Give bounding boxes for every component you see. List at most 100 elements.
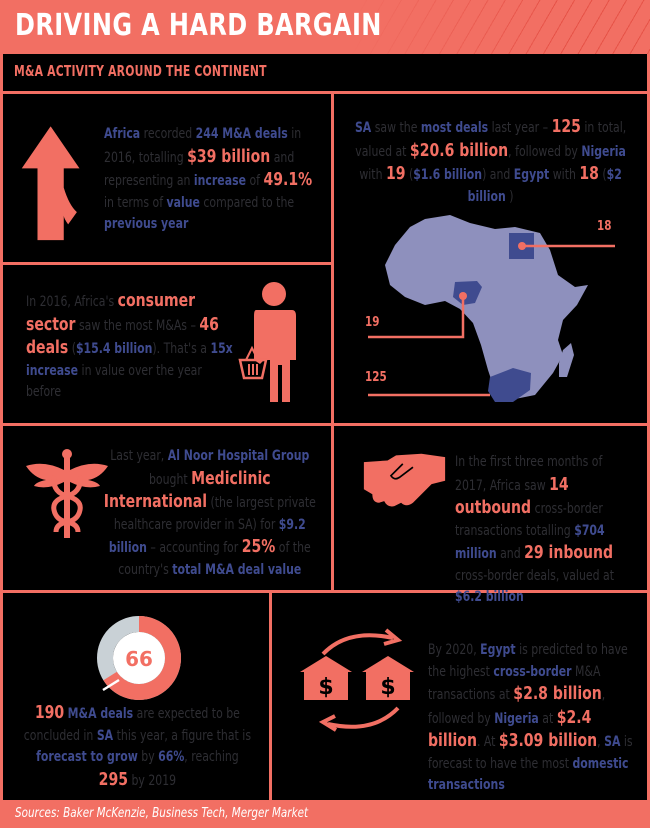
body-text: compared to the: [199, 194, 295, 211]
highlight-blue: total M&A deal value: [172, 561, 302, 578]
body-text: by: [137, 749, 159, 765]
map-label-nigeria: 19: [365, 315, 380, 330]
body-text: , reaching: [184, 749, 239, 765]
body-text: is forecast to have the most: [428, 734, 633, 772]
body-text: of the country's: [118, 540, 311, 578]
body-text: by 2019: [128, 772, 177, 789]
highlight-blue: cross-border: [493, 663, 572, 680]
body-text: are expected to be concluded in: [23, 706, 241, 744]
highlight-blue: Africa: [104, 126, 141, 142]
body-text: (: [405, 167, 414, 183]
highlight-blue: most deals: [421, 120, 489, 136]
highlight-coral: 49.1%: [263, 169, 313, 190]
decorative-stripes: [350, 0, 650, 54]
highlight-coral: 46 deals: [26, 313, 219, 359]
body-text: , followed by: [508, 143, 582, 160]
highlight-blue: domestic transactions: [428, 755, 629, 794]
highlight-blue: SA: [355, 120, 372, 136]
highlight-blue: previous year: [104, 216, 189, 232]
highlight-coral: $2.8 billion: [513, 683, 602, 704]
highlight-coral: Mediclinic International: [103, 467, 271, 513]
divider: [0, 590, 650, 593]
forecast-2020-text: By 2020, Egypt is predicted to have the …: [298, 640, 643, 797]
divider: [0, 423, 650, 426]
highlight-coral: $20.6 billion: [410, 139, 509, 161]
highlight-blue: Egypt: [480, 642, 516, 658]
highlight-coral: $39 billion: [187, 145, 271, 167]
highlight-blue: 244 M&A deals: [195, 126, 288, 142]
body-text: Last year,: [110, 448, 168, 464]
highlight-blue: Al Noor Hospital Group: [167, 448, 310, 464]
map-label-south-africa: 125: [365, 370, 387, 385]
body-text: in terms of: [104, 194, 167, 211]
highlight-blue: $704 million: [455, 522, 605, 563]
highlight-coral: 18: [579, 163, 600, 184]
body-text: in 2016, totalling: [104, 126, 302, 166]
caduceus-icon: [26, 449, 108, 538]
body-text: M&A transactions at: [428, 663, 601, 704]
highlight-blue: Nigeria: [494, 710, 539, 727]
highlight-coral: consumer sector: [26, 290, 196, 335]
highlight-blue: SA: [604, 734, 621, 750]
sources-text: Sources: Baker McKenzie, Business Tech, …: [15, 806, 309, 821]
bank-exchange-icon: $ $: [300, 628, 414, 732]
body-text: with: [549, 167, 580, 183]
body-text: in value over the year before: [26, 362, 202, 401]
highlight-blue: Nigeria: [581, 143, 627, 160]
highlight-blue: 66%: [158, 749, 185, 765]
body-text: (: [599, 167, 608, 183]
body-text: ) and: [482, 167, 515, 183]
cross-border-text: In the first three months of 2017, Afric…: [455, 452, 635, 609]
body-text: , followed by: [428, 687, 606, 727]
svg-text:$: $: [380, 675, 395, 700]
highlight-blue: M&A deals: [67, 706, 134, 722]
donut-value: 66: [125, 647, 153, 671]
highlight-blue: increase: [193, 173, 246, 189]
footer: Sources: Baker McKenzie, Business Tech, …: [0, 800, 650, 828]
consumer-stat-text: In 2016, Africa's consumer sector saw th…: [26, 290, 236, 404]
body-text: of: [245, 173, 264, 189]
body-text: In 2016, Africa's: [26, 294, 118, 310]
svg-text:$: $: [318, 675, 333, 700]
body-text: recorded: [140, 126, 196, 142]
highlight-blue: 15x increase: [26, 341, 233, 379]
donut-chart-66: 66: [97, 616, 181, 700]
highlight-blue: SA: [96, 727, 114, 744]
highlight-coral: 29 inbound: [524, 542, 614, 563]
growth-stat-text: Africa recorded 244 M&A deals in 2016, t…: [104, 124, 324, 236]
body-text: (the largest private healthcare provider…: [114, 495, 317, 533]
map-label-egypt: 18: [597, 219, 612, 234]
body-text: ): [506, 188, 514, 205]
body-text: at: [538, 710, 557, 727]
body-text: cross-border transactions totalling: [455, 501, 603, 539]
body-text: last year –: [488, 120, 552, 136]
divider: [0, 91, 650, 94]
shopper-with-basket-icon: [238, 282, 296, 402]
highlight-blue: $2 billion: [468, 167, 623, 205]
body-text: . At: [476, 734, 499, 750]
handshake-icon: [363, 453, 446, 507]
body-text: ,: [597, 734, 605, 750]
body-text: in total, valued at: [355, 120, 627, 160]
section-subtitle: M&A ACTIVITY AROUND THE CONTINENT: [14, 62, 267, 80]
highlight-coral: 125: [551, 116, 582, 137]
body-text: (: [68, 341, 76, 357]
top-countries-text: SA saw the most deals last year – 125 in…: [346, 116, 636, 208]
highlight-coral: $2.4 billion: [428, 706, 592, 752]
sa-forecast-text: 190 M&A deals are expected to be conclud…: [20, 702, 255, 792]
body-text: ). That's a: [152, 341, 211, 357]
body-text: cross-border deals, valued at: [455, 567, 614, 584]
highlight-coral: $3.09 billion: [498, 730, 598, 751]
highlight-blue: $15.4 billion: [75, 341, 153, 357]
highlight-coral: 295: [98, 768, 129, 790]
divider: [331, 423, 334, 591]
body-text: – accounting for: [147, 540, 242, 556]
highlight-blue: $6.2 billion: [455, 589, 524, 605]
divider: [0, 262, 332, 265]
highlight-coral: 19: [386, 163, 406, 184]
highlight-blue: forecast to grow: [36, 749, 138, 765]
divider: [331, 91, 334, 424]
healthcare-text-top: Last year, Al Noor Hospital Group bought…: [100, 446, 320, 581]
body-text: In the first three months of 2017, Afric…: [455, 454, 603, 494]
highlight-coral: 25%: [241, 536, 276, 557]
